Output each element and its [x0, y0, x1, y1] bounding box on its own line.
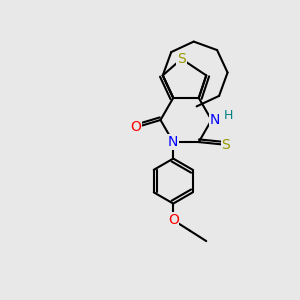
Text: O: O — [168, 213, 179, 227]
Text: N: N — [209, 113, 220, 127]
Text: S: S — [177, 52, 186, 66]
Text: O: O — [130, 120, 142, 134]
Text: S: S — [221, 138, 230, 152]
Text: H: H — [223, 109, 233, 122]
Text: N: N — [168, 135, 178, 149]
